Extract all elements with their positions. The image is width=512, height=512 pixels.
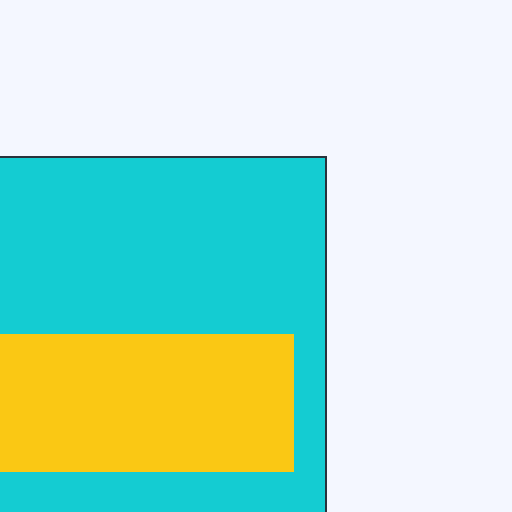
yellow-bar [0, 334, 294, 472]
